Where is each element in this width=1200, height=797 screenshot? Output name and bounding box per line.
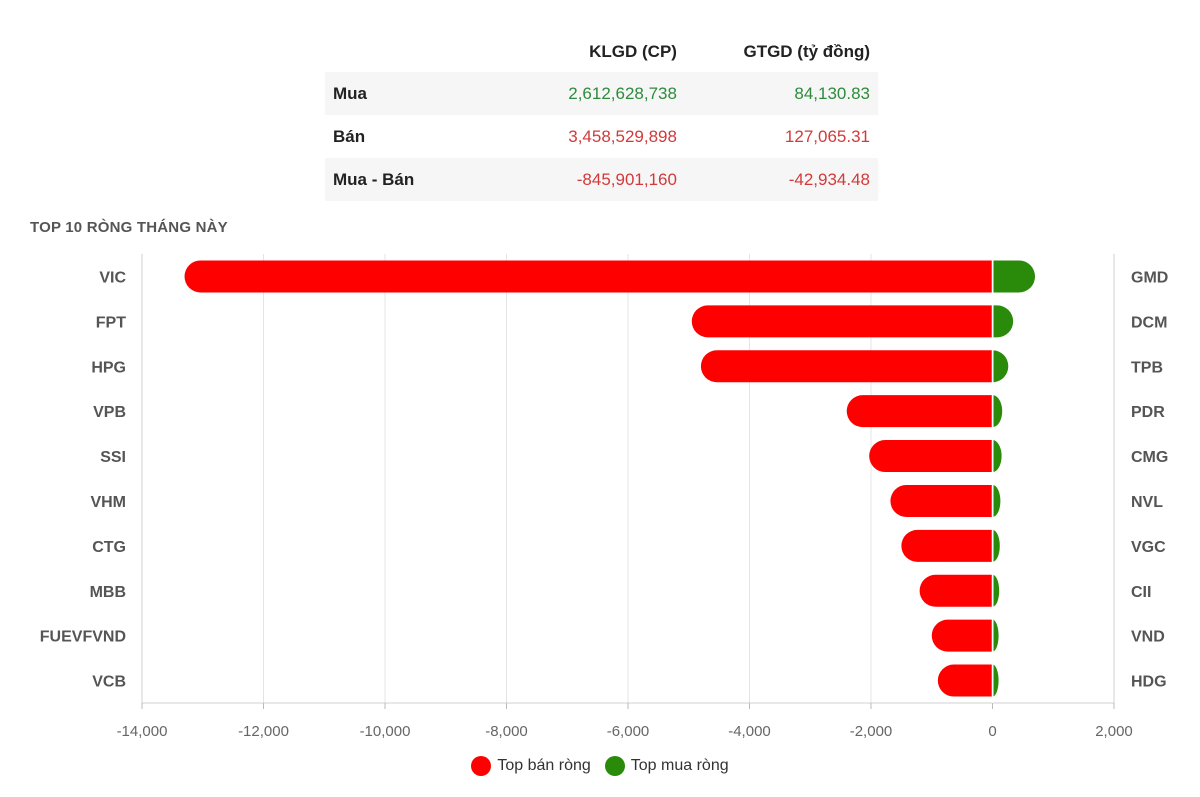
summary-row-mua: Mua 2,612,628,738 84,130.83 — [325, 72, 878, 115]
bar-sell-vic — [184, 260, 993, 293]
bar-sell-vpb — [846, 395, 993, 428]
category-label-buy-nvl: NVL — [1131, 494, 1163, 511]
category-label-buy-pdr: PDR — [1131, 404, 1165, 421]
category-label-buy-dcm: DCM — [1131, 314, 1167, 331]
summary-net-gtgd: -42,934.48 — [684, 158, 878, 201]
summary-mua-klgd: 2,612,628,738 — [474, 72, 685, 115]
x-tick-label: -8,000 — [485, 723, 528, 740]
category-label-sell-vcb: VCB — [92, 674, 126, 691]
x-tick-label: -4,000 — [728, 723, 771, 740]
bar-buy-cmg — [992, 440, 1002, 473]
category-label-buy-gmd: GMD — [1131, 269, 1168, 286]
summary-row-net: Mua - Bán -845,901,160 -42,934.48 — [325, 158, 878, 201]
category-label-sell-hpg: HPG — [91, 359, 126, 376]
bar-sell-vhm — [890, 484, 993, 517]
category-label-sell-vic: VIC — [99, 269, 126, 286]
category-label-sell-vpb: VPB — [93, 404, 126, 421]
category-label-sell-mbb: MBB — [90, 584, 126, 601]
x-tick-label: -12,000 — [238, 723, 289, 740]
category-label-sell-ssi: SSI — [100, 449, 126, 466]
bar-buy-pdr — [992, 395, 1003, 428]
bar-buy-vgc — [992, 529, 1000, 562]
summary-label-mua: Mua — [325, 72, 475, 115]
legend-buy-label: Top mua ròng — [630, 757, 729, 774]
bar-buy-dcm — [993, 305, 1014, 338]
category-label-buy-vgc: VGC — [1131, 539, 1166, 556]
summary-mua-gtgd: 84,130.83 — [684, 72, 878, 115]
summary-ban-klgd: 3,458,529,898 — [568, 126, 677, 146]
category-label-sell-fuevfvnd: FUEVFVND — [40, 629, 126, 646]
legend-sell-label: Top bán ròng — [497, 757, 591, 774]
summary-label-net: Mua - Bán — [325, 158, 475, 201]
bar-sell-mbb — [919, 574, 993, 607]
category-label-buy-cii: CII — [1131, 584, 1151, 601]
bar-buy-cii — [992, 574, 1000, 607]
x-tick-label: -10,000 — [360, 723, 411, 740]
bar-buy-gmd — [993, 260, 1036, 293]
legend-item-sell[interactable]: Top bán ròng — [471, 756, 591, 776]
category-label-buy-hdg: HDG — [1131, 674, 1167, 691]
x-tick-label: -2,000 — [850, 723, 893, 740]
legend-item-buy[interactable]: Top mua ròng — [604, 756, 729, 776]
legend-sell-marker — [471, 756, 492, 776]
summary-row-ban: Bán 3,458,529,898 127,065.31 — [325, 115, 878, 158]
x-tick-label: -6,000 — [607, 723, 650, 740]
category-label-sell-fpt: FPT — [96, 314, 126, 331]
summary-ban-gtgd: 127,065.31 — [784, 126, 870, 146]
category-label-buy-cmg: CMG — [1131, 449, 1168, 466]
bar-sell-fuevfvnd — [931, 619, 993, 652]
chart-legend: Top bán ròng Top mua ròng — [0, 756, 1200, 776]
category-label-sell-vhm: VHM — [90, 494, 126, 511]
bar-sell-vcb — [937, 664, 993, 697]
category-label-buy-tpb: TPB — [1131, 359, 1163, 376]
bar-buy-vnd — [992, 619, 999, 652]
summary-label-ban: Bán — [333, 126, 366, 146]
bar-buy-hdg — [992, 664, 999, 697]
category-label-sell-ctg: CTG — [92, 539, 126, 556]
summary-header-row: KLGD (CP) GTGD (tỷ đồng) — [325, 32, 878, 72]
bar-sell-hpg — [700, 350, 993, 383]
x-tick-label: 2,000 — [1095, 723, 1133, 740]
bar-buy-nvl — [992, 484, 1001, 517]
bar-sell-ssi — [869, 440, 993, 473]
summary-table: KLGD (CP) GTGD (tỷ đồng) Mua 2,612,628,7… — [325, 32, 878, 201]
summary-header-gtgd: GTGD (tỷ đồng) — [743, 42, 870, 61]
category-label-buy-vnd: VND — [1131, 629, 1165, 646]
summary-header-klgd: KLGD (CP) — [589, 42, 677, 61]
legend-buy-marker — [604, 756, 625, 776]
x-tick-label: -14,000 — [117, 723, 168, 740]
bar-buy-tpb — [992, 350, 1009, 383]
bar-sell-fpt — [691, 305, 993, 338]
x-tick-label: 0 — [988, 723, 996, 740]
bar-sell-ctg — [901, 529, 993, 562]
summary-net-klgd: -845,901,160 — [474, 158, 685, 201]
chart-title: TOP 10 RÒNG THÁNG NÀY — [30, 219, 228, 236]
